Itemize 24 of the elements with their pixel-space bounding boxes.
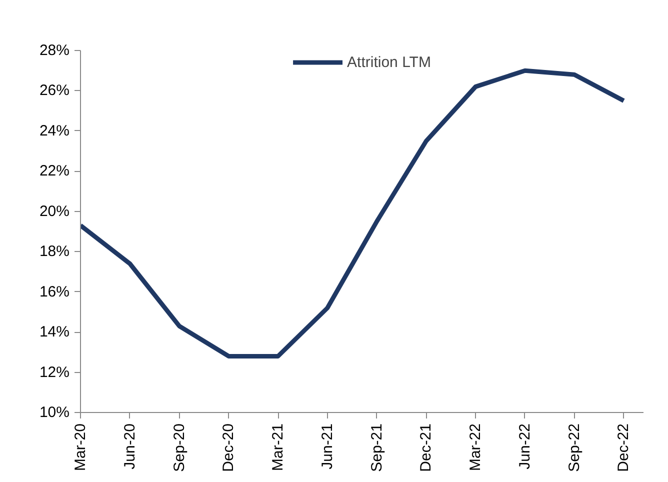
- legend-label: Attrition LTM: [347, 54, 431, 70]
- x-tick-label: Jun-21: [318, 423, 336, 470]
- x-tick-label: Sep-21: [368, 423, 386, 472]
- x-tick-label: Dec-20: [220, 423, 238, 472]
- x-tick-label: Jun-22: [516, 423, 534, 470]
- y-tick-label: 16%: [39, 283, 70, 300]
- y-tick-label: 26%: [39, 82, 70, 100]
- x-tick-label: Dec-22: [615, 423, 632, 472]
- y-tick-label: 20%: [39, 202, 70, 220]
- line-series: [80, 68, 626, 358]
- y-tick-label: 18%: [39, 243, 70, 260]
- x-tick-label: Mar-22: [467, 423, 484, 472]
- x-tick-label: Mar-21: [270, 423, 287, 472]
- y-tick-label: 22%: [39, 162, 70, 180]
- y-tick-label: 14%: [39, 324, 70, 341]
- x-tick-label: Dec-21: [418, 423, 435, 472]
- y-tick-label: 24%: [39, 122, 70, 140]
- y-tick-label: 28%: [39, 42, 70, 59]
- y-tick-label: 10%: [39, 404, 70, 421]
- y-tick-label: 12%: [39, 364, 70, 381]
- x-tick-label: Sep-20: [170, 423, 188, 472]
- x-tick-label: Mar-20: [72, 423, 89, 472]
- x-tick-label: Sep-22: [566, 423, 583, 472]
- x-tick-label: Jun-20: [121, 423, 138, 470]
